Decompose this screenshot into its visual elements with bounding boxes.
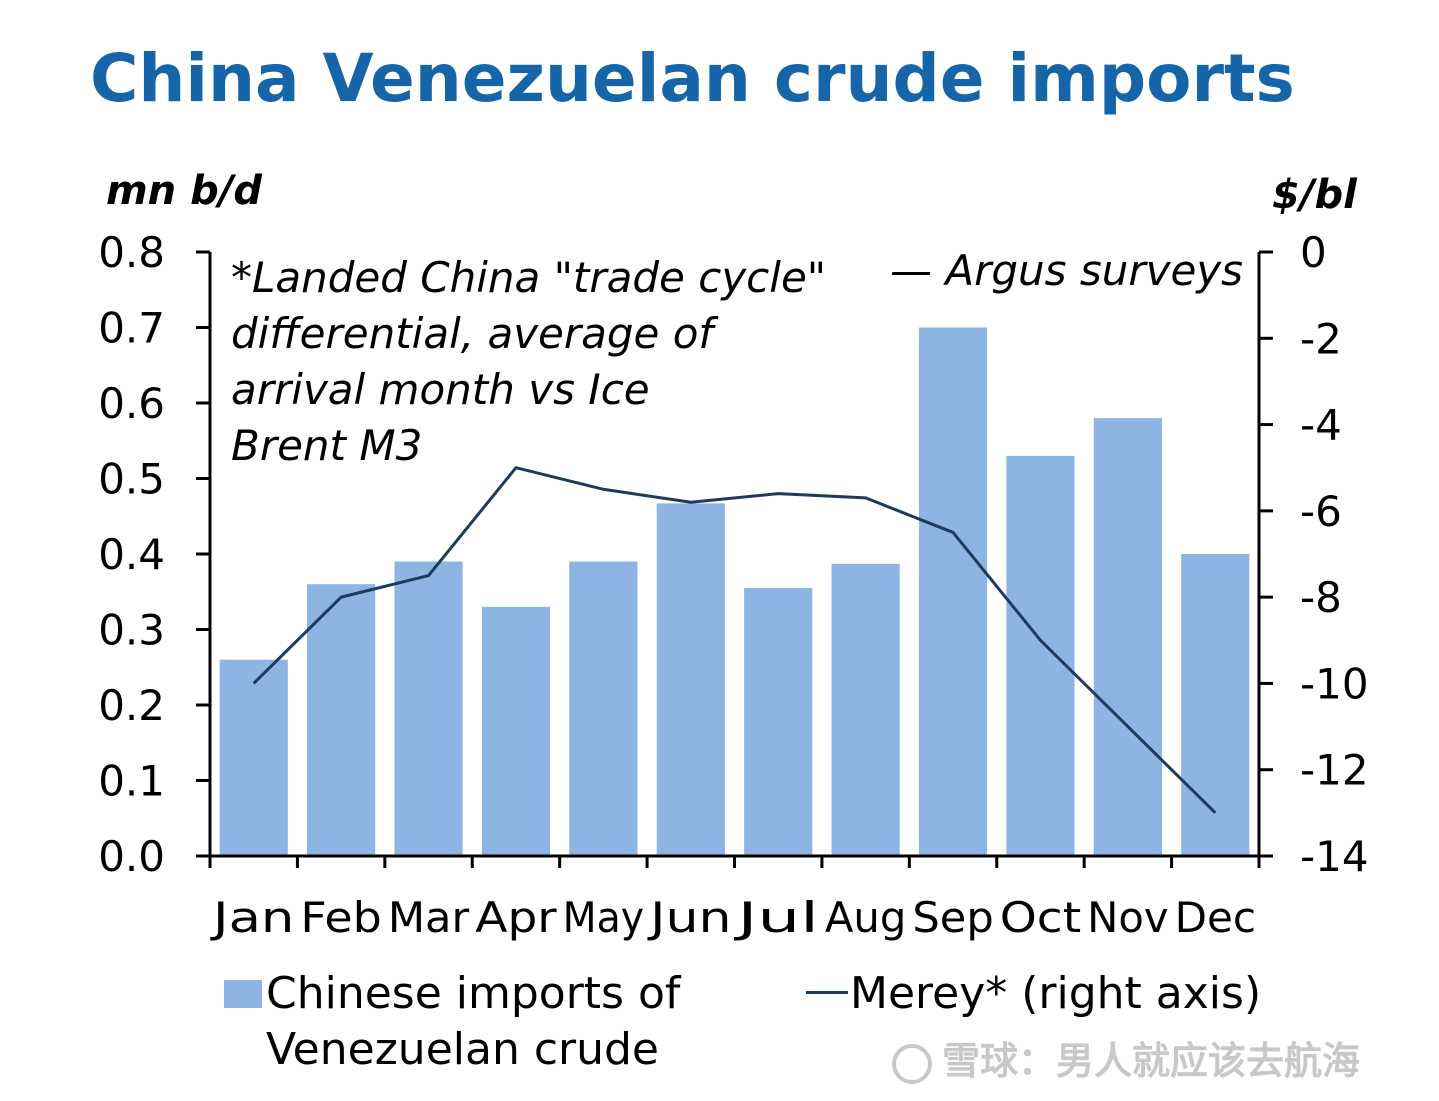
right-tick-label: -8 bbox=[1300, 573, 1342, 622]
source-label: — Argus surveys bbox=[890, 246, 1244, 295]
x-tick-label: May bbox=[563, 893, 644, 942]
bar bbox=[569, 561, 638, 856]
bar bbox=[1181, 554, 1250, 856]
left-tick-label: 0.7 bbox=[98, 304, 165, 353]
right-axis-unit: $/bl bbox=[1272, 172, 1357, 218]
chart-plot: 0.0 0.1 0.2 0.3 0.4 0.5 0.6 0.7 0.8 -14 -12 -10 -8 -6… bbox=[98, 228, 1369, 942]
watermark-text: 雪球：男人就应该去航海 bbox=[942, 1039, 1361, 1083]
left-tick-label: 0.5 bbox=[98, 455, 165, 504]
watermark: 雪球：男人就应该去航海 bbox=[892, 1030, 1360, 1085]
footnote-line: Brent M3 bbox=[231, 421, 423, 470]
left-tick-label: 0.4 bbox=[98, 530, 165, 579]
legend-label-bars-line1: Chinese imports of bbox=[266, 968, 681, 1019]
left-tick-label: 0.6 bbox=[98, 379, 165, 428]
bar bbox=[918, 327, 988, 856]
legend-item-bars: Chinese imports of Venezuelan crude bbox=[224, 966, 680, 1078]
right-tick-label: -4 bbox=[1300, 401, 1342, 450]
bar bbox=[219, 659, 288, 856]
left-tick-label: 0.3 bbox=[98, 606, 165, 655]
merey-line bbox=[252, 466, 1217, 814]
legend-label-line: Merey* (right axis) bbox=[850, 968, 1262, 1019]
right-tick-label: -6 bbox=[1300, 487, 1342, 536]
footnote-line: *Landed China "trade cycle" bbox=[231, 253, 827, 302]
left-tick-label: 0.0 bbox=[98, 832, 165, 881]
footnote-annotation: *Landed China "trade cycle" differential… bbox=[231, 250, 871, 474]
chart-title: China Venezuelan crude imports bbox=[90, 40, 1295, 117]
x-tick-label: Dec bbox=[1175, 893, 1256, 942]
left-tick-label: 0.1 bbox=[98, 757, 165, 806]
right-tick-label: 0 bbox=[1300, 228, 1327, 277]
x-tick-label: Jan bbox=[209, 893, 294, 942]
left-axis-unit: mn b/d bbox=[106, 168, 262, 214]
bar bbox=[307, 584, 376, 856]
x-tick-label: Feb bbox=[300, 893, 381, 942]
x-tick-label: Aug bbox=[825, 893, 906, 942]
bar bbox=[656, 503, 725, 856]
x-tick-label: Jun bbox=[646, 893, 731, 942]
legend-item-line: Merey* (right axis) bbox=[806, 966, 1261, 1022]
x-tick-label: Mar bbox=[388, 893, 470, 942]
snowball-logo-icon bbox=[892, 1043, 932, 1084]
footnote-line: arrival month vs Ice bbox=[231, 365, 650, 414]
x-tick-label: Nov bbox=[1087, 893, 1168, 942]
x-tick-label: Sep bbox=[912, 893, 993, 942]
footnote-line: differential, average of bbox=[231, 309, 714, 358]
bar bbox=[481, 606, 551, 856]
bar bbox=[744, 587, 813, 856]
bar bbox=[1006, 455, 1075, 856]
left-tick-label: 0.2 bbox=[98, 681, 165, 730]
right-tick-label: -2 bbox=[1300, 314, 1342, 363]
bar bbox=[394, 561, 463, 856]
legend-swatch-line bbox=[806, 990, 848, 994]
right-tick-label: -14 bbox=[1300, 832, 1369, 881]
x-tick-label: Oct bbox=[1000, 893, 1081, 942]
right-tick-label: -12 bbox=[1300, 746, 1369, 795]
x-tick-label: Apr bbox=[475, 893, 557, 942]
right-tick-label: -10 bbox=[1300, 659, 1369, 708]
legend-label-bars-line2: Venezuelan crude bbox=[266, 1024, 659, 1075]
x-tick-label: Jul bbox=[733, 893, 819, 942]
left-tick-label: 0.8 bbox=[98, 228, 165, 277]
bar bbox=[831, 563, 900, 856]
bar bbox=[1093, 418, 1162, 856]
legend-swatch-bars bbox=[224, 980, 262, 1008]
